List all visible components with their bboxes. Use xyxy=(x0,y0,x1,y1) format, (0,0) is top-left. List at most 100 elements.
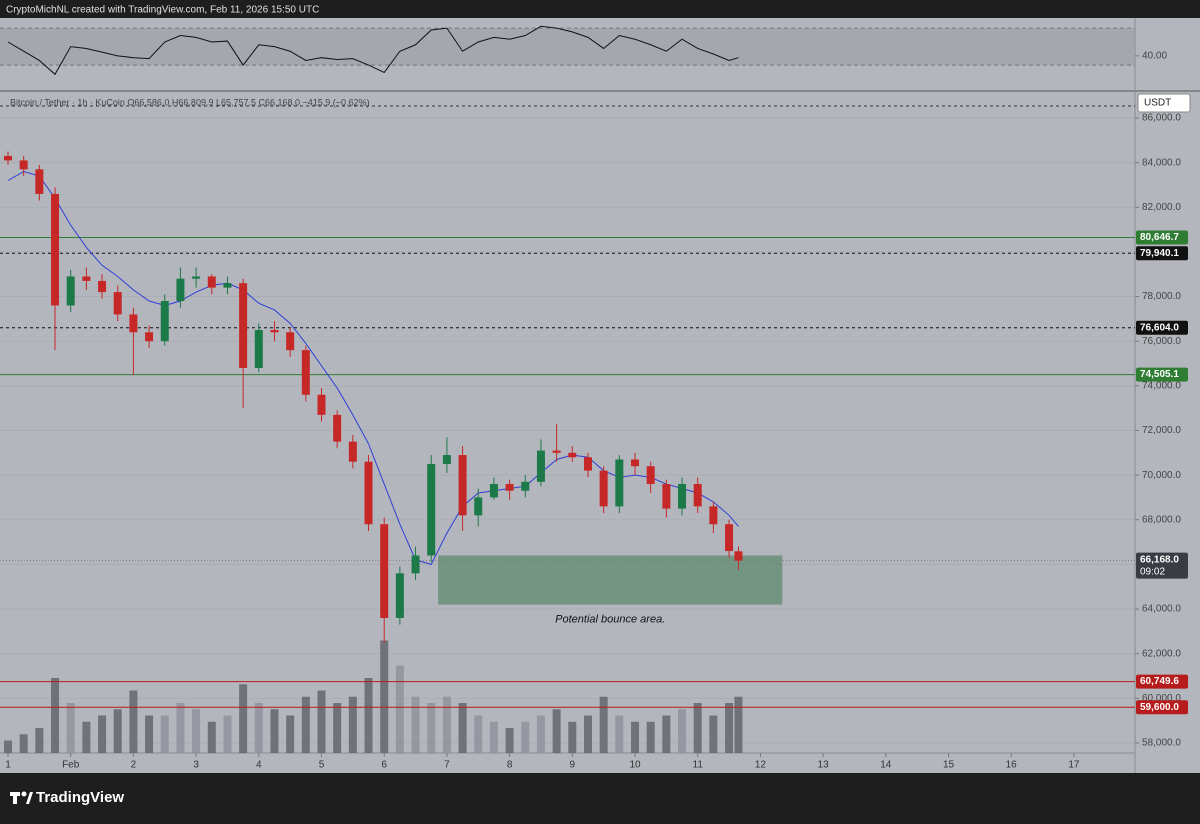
volume-bar xyxy=(317,690,326,753)
rsi-tick-label: 40.00 xyxy=(1142,50,1167,61)
candle-body xyxy=(631,459,639,467)
candle-body xyxy=(583,457,592,471)
candle-body xyxy=(348,441,357,462)
candle-body xyxy=(239,283,248,368)
bounce-zone xyxy=(438,555,783,605)
candle-body xyxy=(380,524,389,618)
candle-body xyxy=(113,292,122,315)
x-tick-label: 6 xyxy=(381,760,387,771)
x-tick-label: 8 xyxy=(507,760,513,771)
x-tick-label: 16 xyxy=(1006,760,1018,771)
level-label-box xyxy=(1136,674,1188,689)
volume-bar xyxy=(223,715,232,753)
rsi-band xyxy=(0,28,1135,66)
logo: TradingView xyxy=(10,789,124,806)
currency-label: USDT xyxy=(1144,98,1171,109)
countdown-label: 09:02 xyxy=(1140,566,1165,577)
x-tick-label: 10 xyxy=(629,760,641,771)
plot-background xyxy=(0,18,1200,773)
candle-body xyxy=(66,276,75,306)
y-tick-label: 76,000.0 xyxy=(1142,336,1181,347)
candle-body xyxy=(411,555,420,574)
volume-bar xyxy=(301,696,310,753)
level-label-box xyxy=(1136,230,1188,245)
level-label-box xyxy=(1136,367,1188,382)
volume-bar xyxy=(489,721,498,753)
x-tick-label: 13 xyxy=(818,760,830,771)
rsi-line xyxy=(7,25,739,76)
volume-bar xyxy=(192,709,201,753)
candle-body xyxy=(129,314,138,333)
x-tick-label: 15 xyxy=(943,760,955,771)
volume-bar xyxy=(725,703,734,753)
volume-bar xyxy=(239,684,248,753)
candle-body xyxy=(568,452,577,458)
volume-bar xyxy=(709,715,718,753)
logo-mark xyxy=(26,792,33,804)
level-label-box xyxy=(1136,700,1188,715)
candle-body xyxy=(599,470,608,507)
chart-title: CryptoMichNL created with TradingView.co… xyxy=(6,5,319,16)
volume-bar xyxy=(395,665,404,753)
y-tick-label: 84,000.0 xyxy=(1142,157,1181,168)
level-label: 76,604.0 xyxy=(1140,322,1179,333)
volume-bar xyxy=(536,715,545,753)
candle-body xyxy=(51,193,60,306)
candle-body xyxy=(207,276,216,288)
candle-body xyxy=(615,459,624,507)
candle-body xyxy=(552,450,561,453)
level-label: 60,749.6 xyxy=(1140,676,1179,687)
x-tick-label: 12 xyxy=(755,760,767,771)
level-label: 80,646.7 xyxy=(1140,232,1179,243)
x-tick-label: 2 xyxy=(131,760,137,771)
level-label-box xyxy=(1136,246,1188,261)
volume-bar xyxy=(458,703,467,753)
branding: TradingView xyxy=(36,789,124,806)
candle-body xyxy=(709,506,718,525)
candle-body xyxy=(145,332,154,342)
level-label: 74,505.1 xyxy=(1140,369,1179,380)
x-tick-label: 5 xyxy=(319,760,325,771)
candle-body xyxy=(662,484,671,509)
current-price-label: 66,168.0 xyxy=(1140,554,1179,565)
volume-bar xyxy=(348,696,357,753)
candle-body xyxy=(98,280,107,293)
volume-bar xyxy=(474,715,483,753)
candle-body xyxy=(160,301,169,342)
candle-body xyxy=(35,169,44,194)
candle-body xyxy=(521,481,530,491)
y-tick-label: 86,000.0 xyxy=(1142,113,1181,124)
volume-bar xyxy=(286,715,295,753)
candle-body xyxy=(442,455,451,464)
volume-bar xyxy=(631,721,639,753)
volume-bar xyxy=(254,703,263,753)
candle-body xyxy=(474,497,483,516)
candle-body xyxy=(82,276,91,281)
candle-body xyxy=(693,484,702,507)
x-tick-label: 9 xyxy=(570,760,576,771)
volume-bar xyxy=(646,721,655,753)
candle-body xyxy=(192,276,201,279)
y-tick-label: 58,000.0 xyxy=(1142,738,1181,749)
y-tick-label: 78,000.0 xyxy=(1142,291,1181,302)
candle-body xyxy=(364,461,373,525)
volume-bar xyxy=(693,703,702,753)
currency-box xyxy=(1137,93,1191,113)
symbol-info: Bitcoin / Tether · 1h · KuCoin O66,586.0… xyxy=(10,97,370,107)
volume-bar xyxy=(615,715,624,753)
x-tick-label: 7 xyxy=(444,760,450,771)
candle-body xyxy=(395,573,404,618)
volume-bar xyxy=(129,690,138,753)
x-tick-label: 1 xyxy=(5,760,11,771)
candle-body xyxy=(536,450,545,482)
candle-body xyxy=(317,394,326,415)
y-tick-label: 70,000.0 xyxy=(1142,470,1181,481)
volume-bar xyxy=(599,696,608,753)
volume-bar xyxy=(380,640,389,753)
annotation: Potential bounce area. xyxy=(555,613,665,625)
candle-body xyxy=(734,551,743,561)
candle-body xyxy=(270,330,279,333)
candle-body xyxy=(505,484,514,491)
